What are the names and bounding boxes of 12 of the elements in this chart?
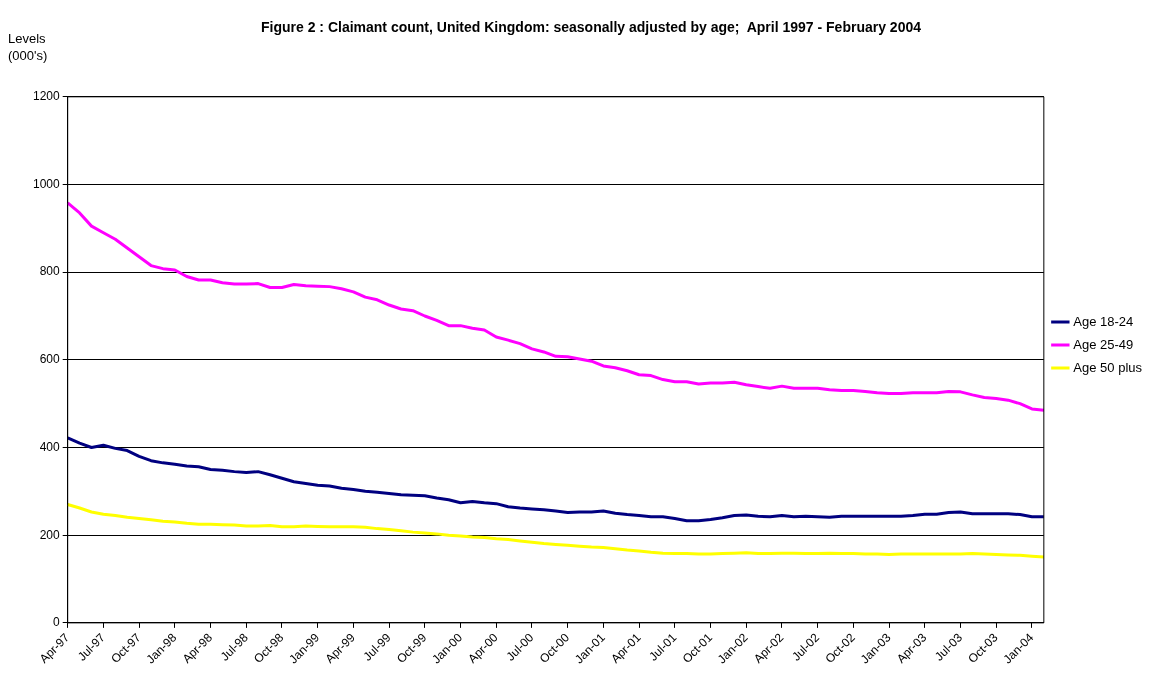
y-tick-label: 800 [39, 264, 61, 279]
y-axis-title: Levels (000's) [8, 30, 49, 64]
y-tick-label: 400 [39, 439, 61, 454]
legend-label: Age 18-24 [1073, 313, 1134, 329]
legend-label: Age 50 plus [1073, 359, 1143, 375]
y-tick-label: 1000 [32, 176, 61, 191]
y-tick-label: 600 [39, 352, 61, 367]
chart-title: Figure 2 : Claimant count, United Kingdom: seasonally adjusted by age; April 1997 - February 2004 [261, 19, 922, 36]
y-tick-label: 200 [39, 527, 61, 542]
y-tick-label: 0 [53, 615, 61, 630]
y-tick-label: 1200 [32, 89, 61, 104]
legend-label: Age 25-49 [1073, 336, 1134, 352]
